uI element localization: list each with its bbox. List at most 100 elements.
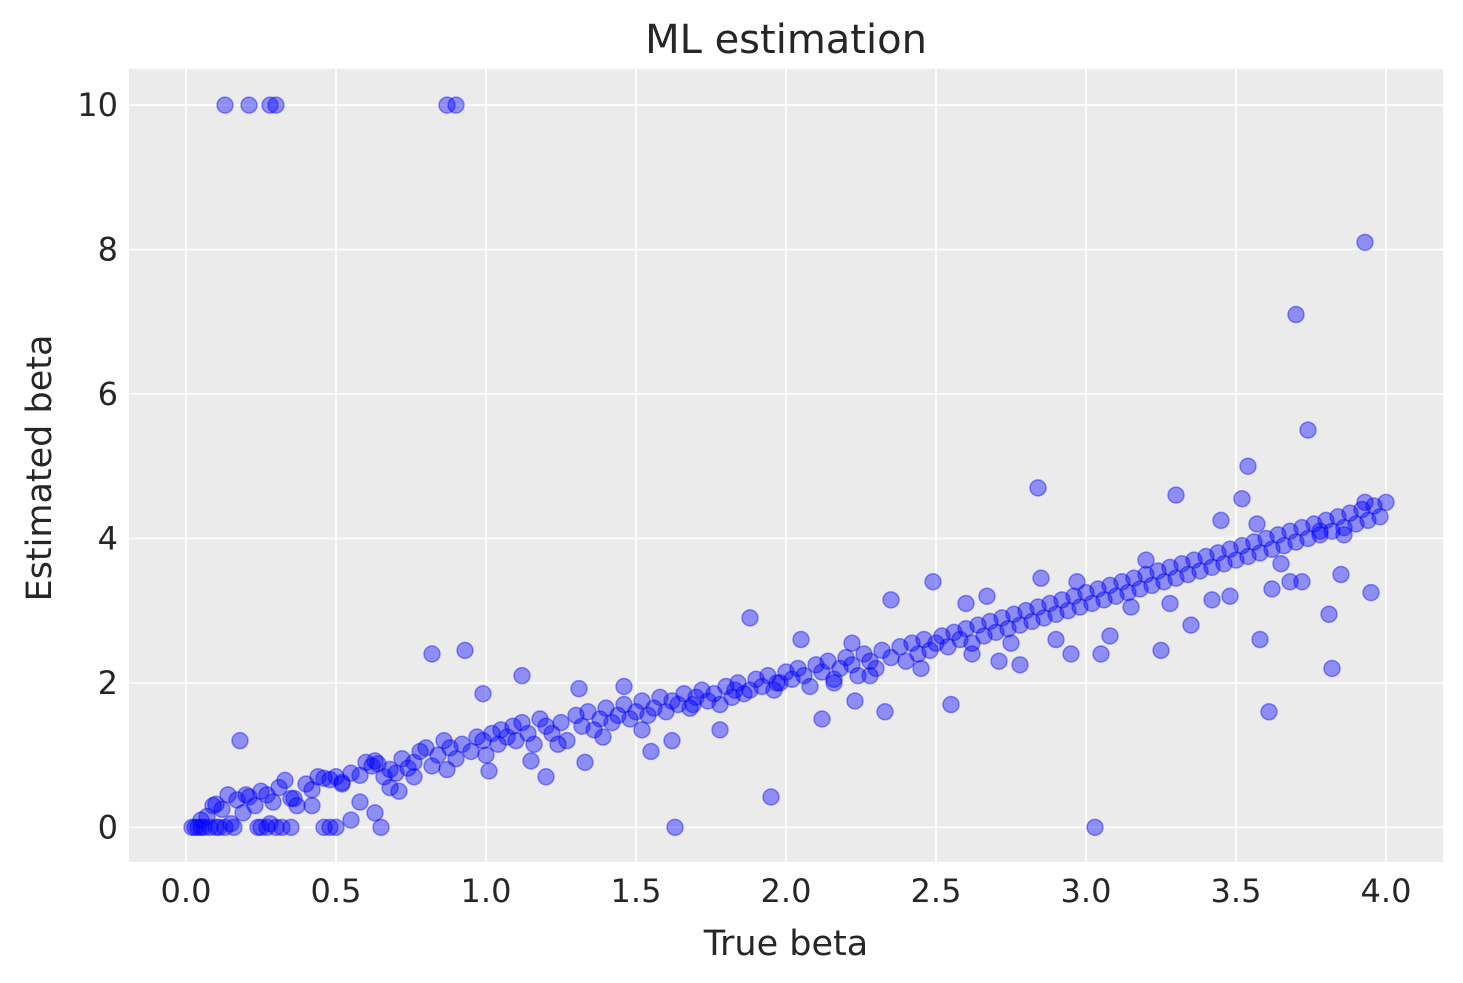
scatter-point <box>1317 511 1335 530</box>
scatter-point <box>603 713 621 732</box>
scatter-point <box>225 818 243 837</box>
scatter-point <box>1002 634 1020 652</box>
x-tick-label: 0.5 <box>311 872 362 910</box>
scatter-point <box>1311 522 1329 540</box>
scatter-point <box>213 800 231 819</box>
scatter-point <box>246 796 264 815</box>
scatter-point <box>621 710 639 728</box>
scatter-point <box>315 818 333 837</box>
scatter-point <box>975 627 993 645</box>
scatter-point <box>1332 565 1350 584</box>
scatter-point <box>921 641 939 660</box>
scatter-point <box>981 612 999 631</box>
scatter-point <box>933 627 951 645</box>
scatter-point <box>747 670 765 689</box>
scatter-point <box>843 656 861 674</box>
scatter-point <box>912 659 930 678</box>
scatter-point <box>633 721 651 739</box>
scatter-point <box>456 641 474 660</box>
scatter-point <box>657 703 675 721</box>
scatter-point <box>1059 601 1077 620</box>
scatter-point <box>1122 598 1140 616</box>
scatter-point <box>1041 594 1059 613</box>
scatter-point <box>288 796 306 815</box>
scatter-point <box>1371 508 1389 526</box>
scatter-point <box>711 721 729 739</box>
scatter-point <box>843 634 861 652</box>
scatter-point <box>264 793 282 811</box>
scatter-point <box>1047 630 1065 649</box>
scatter-point <box>1167 569 1185 587</box>
scatter-point <box>777 663 795 681</box>
scatter-point <box>492 721 510 739</box>
scatter-point <box>945 623 963 642</box>
scatter-point <box>882 591 900 609</box>
scatter-point <box>183 818 201 837</box>
scatter-point <box>219 786 237 804</box>
scatter-point <box>897 652 915 670</box>
scatter-point <box>753 677 771 696</box>
scatter-point <box>759 666 777 685</box>
x-tick-label: 4.0 <box>1361 872 1412 910</box>
scatter-point <box>441 739 459 757</box>
scatter-point <box>993 609 1011 627</box>
scatter-point <box>1167 486 1185 504</box>
scatter-point <box>1083 594 1101 613</box>
scatter-point <box>231 731 249 750</box>
scatter-point <box>342 811 360 829</box>
scatter-point <box>480 762 498 780</box>
scatter-point <box>1356 233 1374 252</box>
scatter-point <box>447 749 465 768</box>
scatter-point <box>1335 518 1353 537</box>
scatter-point <box>741 681 759 699</box>
scatter-point <box>594 728 612 746</box>
scatter-point <box>261 814 279 833</box>
scatter-point <box>1293 573 1311 591</box>
scatter-point <box>1203 558 1221 577</box>
y-tick-label: 0 <box>98 808 118 846</box>
scatter-point <box>1293 518 1311 537</box>
scatter-point <box>762 788 780 806</box>
scatter-point <box>615 695 633 714</box>
scatter-point <box>351 766 369 785</box>
scatter-point <box>687 688 705 707</box>
scatter-point <box>303 796 321 815</box>
scatter-point <box>669 695 687 714</box>
scatter-point <box>882 648 900 667</box>
y-tick-label: 4 <box>98 519 118 557</box>
scatter-point <box>1143 576 1161 595</box>
scatter-point <box>1287 533 1305 551</box>
scatter-point <box>438 760 456 779</box>
scatter-point <box>1005 605 1023 624</box>
scatter-point <box>531 710 549 728</box>
scatter-point <box>1311 526 1329 544</box>
scatter-point <box>663 731 681 750</box>
scatter-point <box>969 616 987 634</box>
scatter-point <box>591 710 609 728</box>
scatter-point <box>666 818 684 837</box>
y-tick-labels: 0 2 4 6 8 10 <box>77 86 118 846</box>
scatter-point <box>234 804 252 822</box>
scatter-point <box>891 638 909 656</box>
scatter-point <box>549 735 567 754</box>
scatter-point <box>633 692 651 710</box>
scatter-point <box>552 713 570 732</box>
scatter-point <box>1209 544 1227 562</box>
scatter-point <box>1185 551 1203 569</box>
scatter-point <box>1179 565 1197 584</box>
scatter-point <box>765 681 783 699</box>
scatter-point <box>1113 573 1131 591</box>
scatter-point <box>351 793 369 811</box>
scatter-point <box>237 786 255 804</box>
scatter-point <box>417 739 435 757</box>
scatter-point <box>735 684 753 703</box>
scatter-point <box>195 818 213 837</box>
scatter-point <box>1221 540 1239 559</box>
scatter-point <box>585 721 603 739</box>
grid-lines <box>129 69 1443 862</box>
scatter-point <box>1089 580 1107 598</box>
data-points <box>183 96 1395 837</box>
scatter-point <box>210 818 228 837</box>
scatter-point <box>1101 576 1119 595</box>
scatter-point <box>273 818 291 837</box>
